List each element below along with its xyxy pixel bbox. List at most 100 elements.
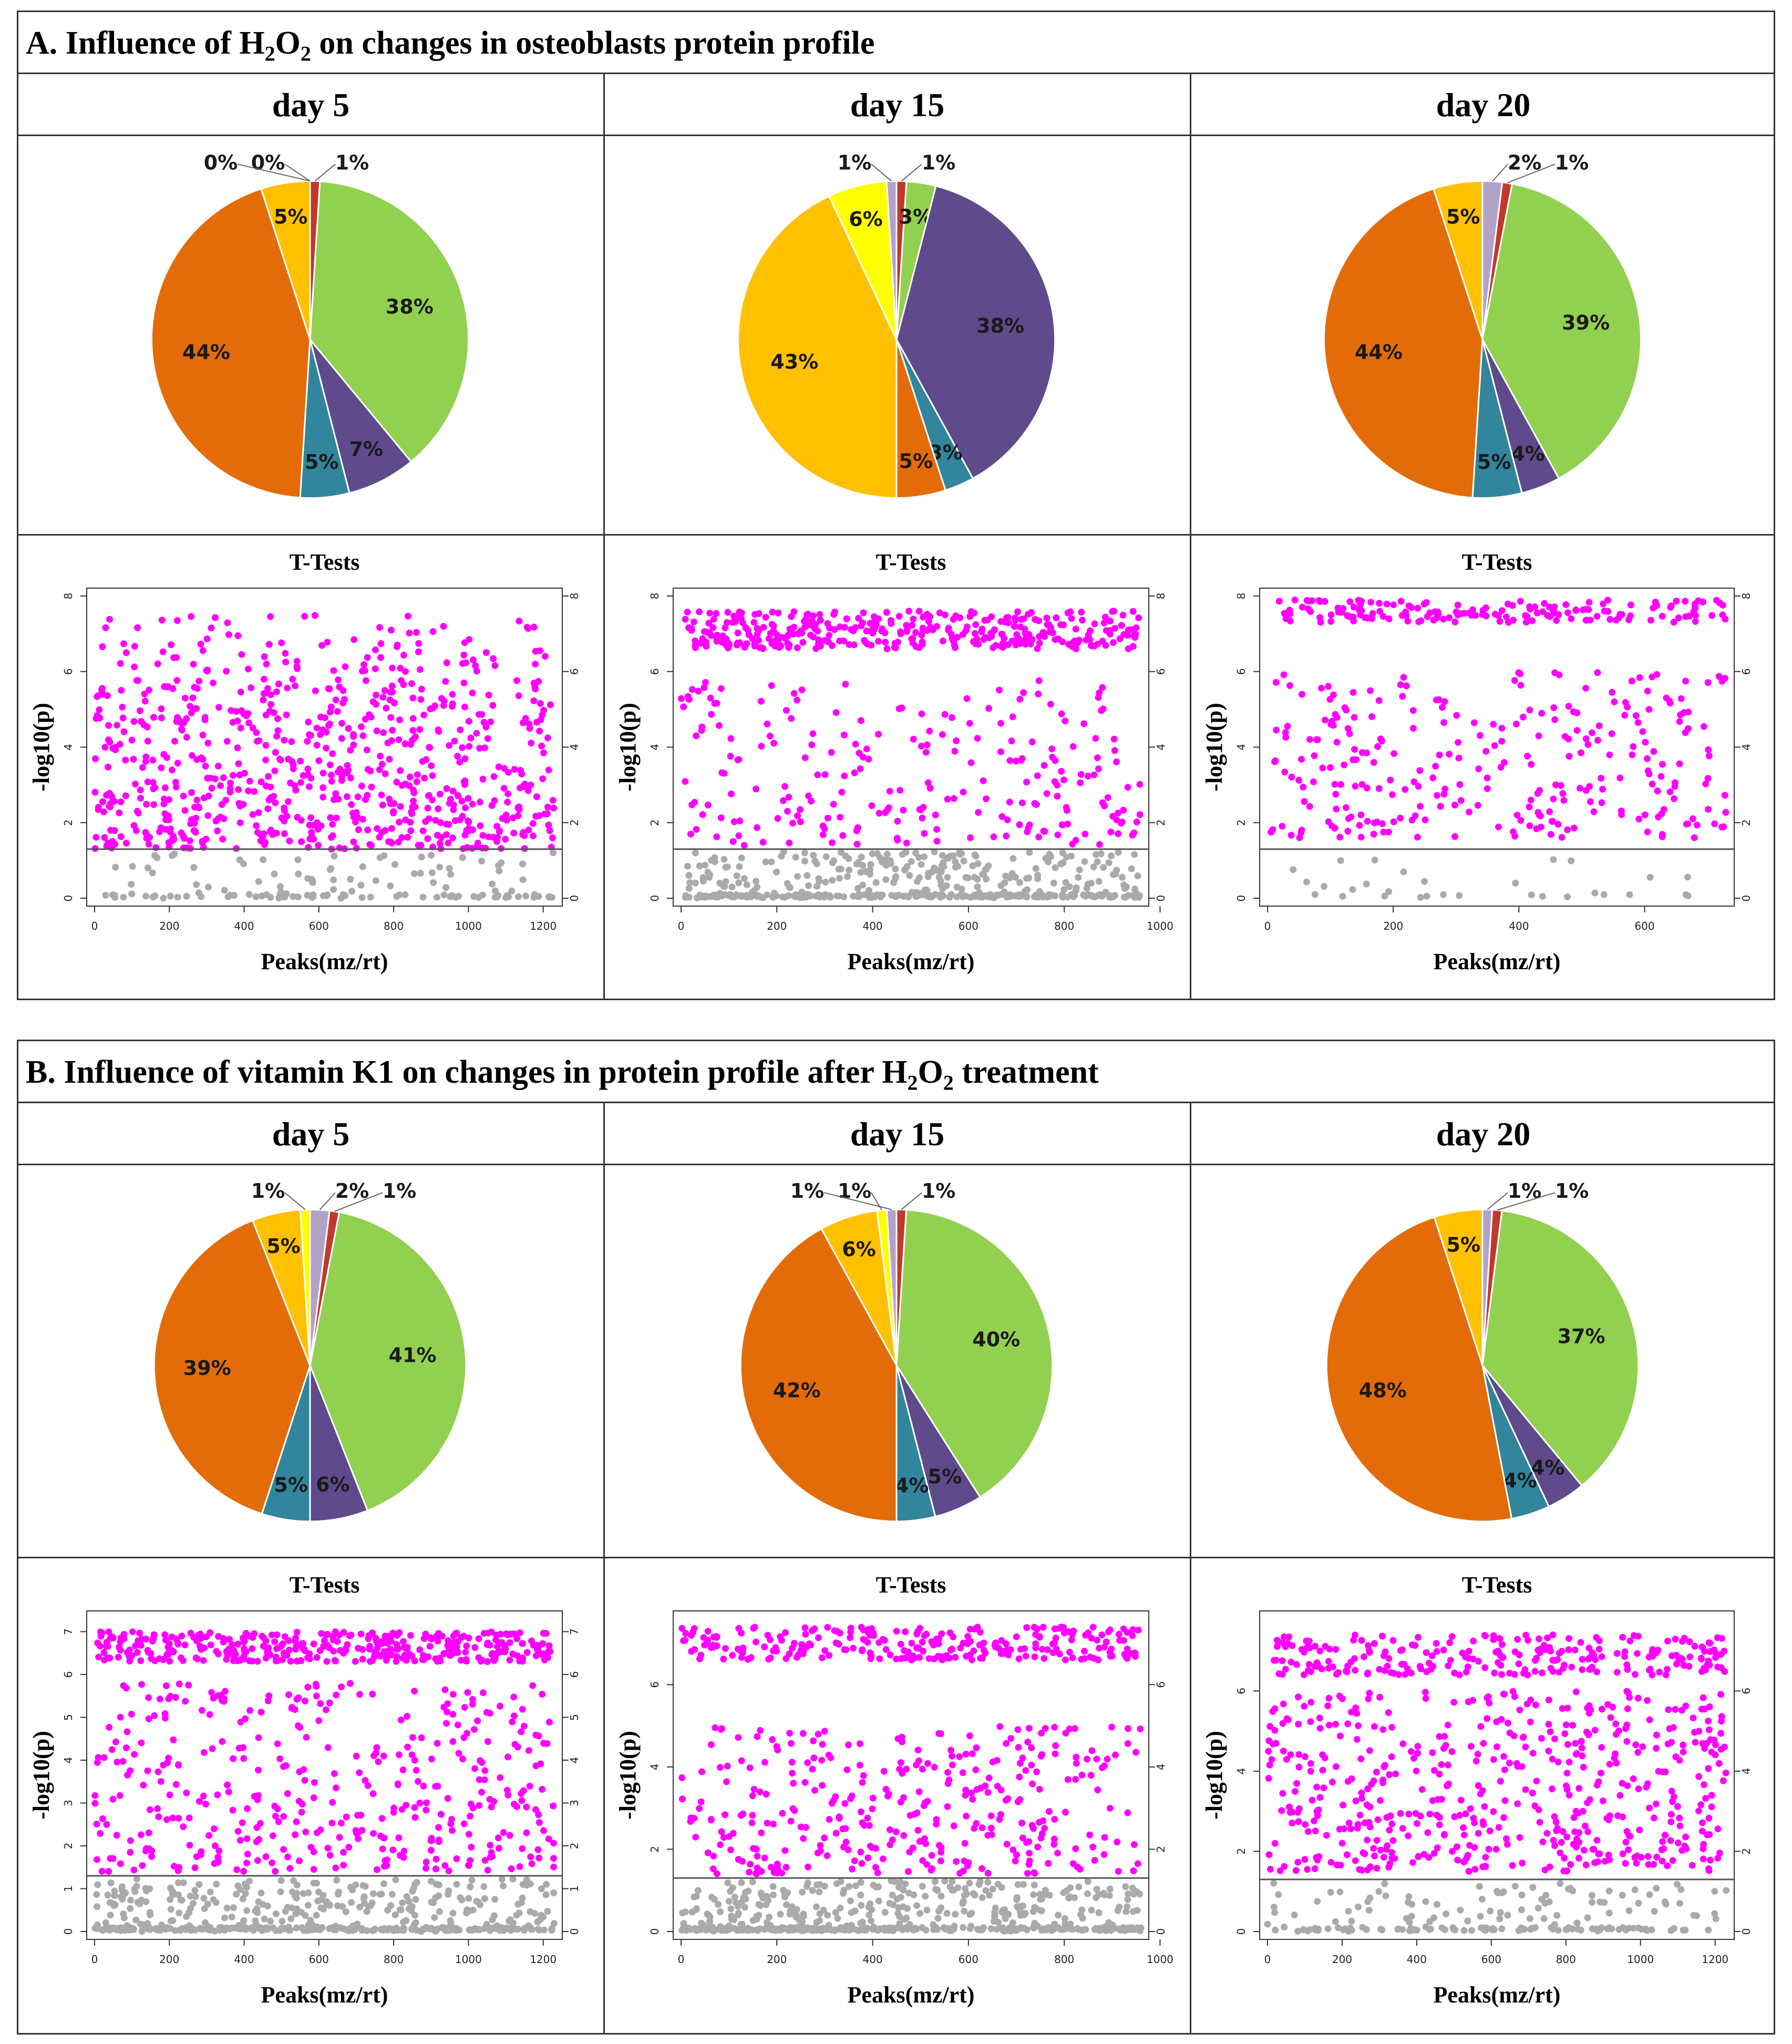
scatter-point-nonsignificant [876,854,883,861]
scatter-point-significant [1295,777,1303,784]
scatter-point-significant [736,639,744,646]
scatter-point-significant [1029,1780,1036,1788]
scatter-point-significant [1676,718,1683,725]
scatter-point-significant [735,1856,742,1863]
scatter-point-significant [713,610,720,617]
scatter-point-significant [526,1782,533,1790]
scatter-point-nonsignificant [1337,857,1344,864]
scatter-point-nonsignificant [514,1926,522,1933]
scatter-point-significant [809,612,817,620]
scatter-point-significant [318,1630,325,1637]
scatter-point-significant [212,614,219,621]
scatter-point-significant [410,1688,418,1695]
scatter-point-significant [99,1815,106,1822]
scatter-point-significant [191,1864,199,1872]
scatter-point-nonsignificant [1564,893,1571,900]
scatter-point-significant [390,1804,398,1812]
scatter-point-significant [1595,722,1603,730]
scatter-point-significant [506,1832,513,1839]
pie-slice [309,339,413,494]
scatter-point-significant [915,608,923,615]
scatter-point-significant [1327,721,1335,728]
scatter-point-significant [510,1712,518,1720]
scatter-point-significant [100,1649,108,1656]
scatter-point-significant [1037,1752,1045,1760]
scatter-point-significant [136,707,143,714]
scatter-point-significant [504,790,512,797]
scatter-point-significant [997,720,1004,727]
scatter-point-significant [1434,792,1441,799]
scatter-point-nonsignificant [259,1926,266,1933]
scatter-point-significant [423,1799,430,1806]
scatter-point-nonsignificant [769,1883,777,1890]
scatter-point-significant [1376,600,1383,607]
scatter-point-significant [1498,607,1506,614]
scatter-point-significant [941,611,949,619]
scatter-point-significant [304,765,312,773]
scatter-point-nonsignificant [507,1916,514,1923]
scatter-point-significant [245,719,253,726]
scatter-point-nonsignificant [392,1926,399,1934]
scatter-point-significant [402,740,409,747]
scatter-point-significant [546,827,553,834]
scatter-point-significant [1069,639,1077,646]
scatter-point-significant [1357,811,1365,818]
scatter-point-significant [109,1635,117,1642]
scatter-point-nonsignificant [514,1901,522,1908]
scatter-point-significant [1491,611,1499,618]
scatter-point-significant [682,1630,689,1637]
scatter-point-nonsignificant [183,892,190,900]
scatter-point-significant [876,1639,883,1646]
scatter-point-significant [116,1792,123,1799]
scatter-point-significant [735,1625,743,1632]
scatter-point-significant [1044,1646,1051,1653]
scatter-point-nonsignificant [332,1923,339,1930]
scatter-point-significant [1083,1755,1090,1763]
scatter-point-significant [900,807,907,814]
scatter-point-significant [1127,626,1135,633]
scatter-point-significant [206,1711,213,1718]
scatter-point-significant [1003,833,1010,840]
scatter-point-significant [1080,720,1088,727]
scatter-point-significant [387,689,394,696]
scatter-point-significant [791,1807,798,1814]
scatter-point-significant [276,755,283,763]
scatter-point-significant [950,795,957,802]
y-tick-label-right: 4 [568,744,581,751]
scatter-point-significant [826,1816,833,1823]
scatter-point-significant [126,1658,133,1665]
scatter-point-nonsignificant [934,867,942,874]
scatter-point-significant [1484,774,1491,782]
scatter-point-significant [1087,627,1094,634]
scatter-point-nonsignificant [228,1913,235,1920]
scatter-point-significant [707,1741,715,1748]
scatter-point-significant [1716,599,1723,607]
scatter-point-significant [827,1754,835,1761]
scatter-point-significant [786,641,793,649]
scatter-point-significant [1009,713,1016,721]
scatter-point-nonsignificant [1421,878,1428,885]
scatter-point-significant [785,794,792,801]
scatter-point-nonsignificant [773,868,780,876]
scatter-point-significant [1022,1652,1029,1660]
scatter-point-nonsignificant [843,1922,850,1929]
scatter-point-significant [1475,765,1482,773]
scatter-point-significant [282,650,289,657]
scatter-point-significant [193,705,200,712]
scatter-point-significant [997,1786,1005,1794]
scatter-point-significant [519,1706,526,1713]
scatter-point-significant [1522,619,1530,626]
scatter-point-significant [859,1779,866,1786]
scatter-point-significant [982,1782,989,1790]
scatter-point-significant [369,1790,377,1798]
scatter-point-significant [137,1642,145,1649]
scatter-point-significant [423,1806,430,1814]
y-tick-label: 4 [62,1757,75,1764]
scatter-point-significant [396,818,403,826]
scatter-point-significant [160,795,168,803]
scatter-point-significant [378,1640,386,1647]
scatter-point-significant [1570,708,1577,715]
pie-slice-label: 43% [770,350,818,373]
